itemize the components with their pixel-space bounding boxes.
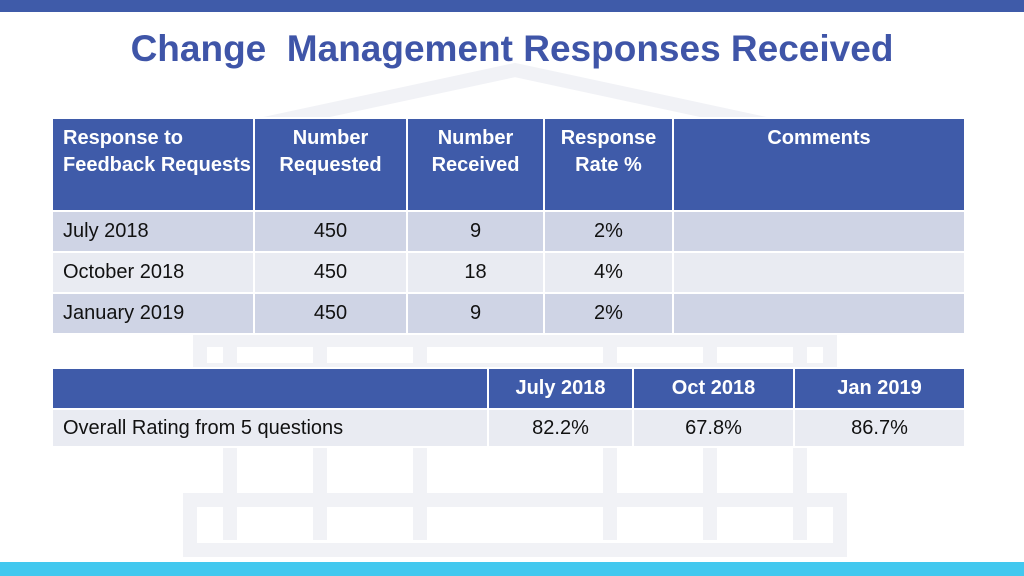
bottom-accent-bar — [0, 562, 1024, 576]
cell-received: 18 — [406, 251, 545, 294]
header-oct-2018: Oct 2018 — [632, 367, 795, 410]
overall-rating-table: July 2018 Oct 2018 Jan 2019 Overall Rati… — [51, 367, 966, 448]
cell-rating-oct-2018: 67.8% — [632, 408, 795, 448]
responses-table: Response to Feedback Requests Number Req… — [51, 117, 966, 335]
header-number-requested: Number Requested — [253, 117, 408, 212]
table-row: January 2019 450 9 2% — [51, 292, 966, 335]
top-accent-bar — [0, 0, 1024, 12]
cell-rating-jan-2019: 86.7% — [793, 408, 966, 448]
table-header-row: July 2018 Oct 2018 Jan 2019 — [51, 367, 966, 410]
cell-rate: 2% — [543, 292, 674, 335]
cell-comments — [672, 210, 966, 253]
table-row: Overall Rating from 5 questions 82.2% 67… — [51, 408, 966, 448]
cell-received: 9 — [406, 292, 545, 335]
cell-rating-label: Overall Rating from 5 questions — [51, 408, 489, 448]
header-jan-2019: Jan 2019 — [793, 367, 966, 410]
cell-rating-july-2018: 82.2% — [487, 408, 634, 448]
header-number-received: Number Received — [406, 117, 545, 212]
cell-rate: 2% — [543, 210, 674, 253]
table-row: July 2018 450 9 2% — [51, 210, 966, 253]
table-row: October 2018 450 18 4% — [51, 251, 966, 294]
header-comments: Comments — [672, 117, 966, 212]
header-july-2018: July 2018 — [487, 367, 634, 410]
header-response-to-feedback: Response to Feedback Requests — [51, 117, 255, 212]
cell-requested: 450 — [253, 210, 408, 253]
table-header-row: Response to Feedback Requests Number Req… — [51, 117, 966, 212]
header-response-rate: Response Rate % — [543, 117, 674, 212]
cell-received: 9 — [406, 210, 545, 253]
cell-requested: 450 — [253, 292, 408, 335]
cell-rate: 4% — [543, 251, 674, 294]
cell-comments — [672, 251, 966, 294]
cell-period: January 2019 — [51, 292, 255, 335]
cell-period: July 2018 — [51, 210, 255, 253]
cell-requested: 450 — [253, 251, 408, 294]
cell-period: October 2018 — [51, 251, 255, 294]
page-title: Change Management Responses Received — [130, 28, 894, 69]
header-blank — [51, 367, 489, 410]
cell-comments — [672, 292, 966, 335]
